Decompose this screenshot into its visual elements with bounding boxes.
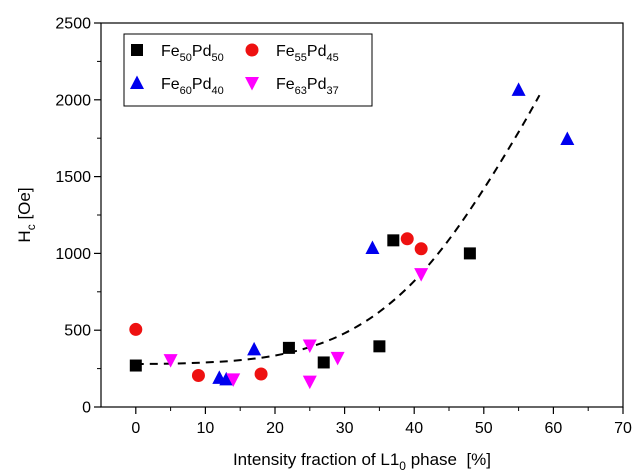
data-point-series-4	[302, 339, 317, 354]
y-tick-label: 2500	[55, 16, 91, 33]
data-point-series-1	[317, 356, 330, 369]
legend: Fe50Pd50 Fe55Pd45 Fe60Pd40 Fe63Pd37	[123, 33, 373, 107]
y-tick-label: 0	[82, 400, 91, 417]
legend-label: Fe50Pd50	[161, 43, 224, 64]
x-tick-label: 20	[266, 420, 284, 437]
data-point-series-1	[373, 340, 386, 353]
x-tick-label: 50	[475, 420, 493, 437]
data-point-series-4	[414, 268, 429, 282]
y-tick-label: 2000	[55, 92, 91, 109]
y-tick-label: 1500	[55, 169, 91, 186]
legend-marker	[131, 44, 143, 56]
legend-marker	[130, 75, 144, 89]
y-tick-label: 1000	[55, 246, 91, 263]
data-point-series-2	[414, 242, 428, 256]
fit-curve	[135, 94, 541, 365]
data-point-series-1	[463, 247, 476, 260]
data-point-series-4	[330, 351, 345, 366]
axis-tick-labels: 0 10 20 30 40 50 60 70 0 500 1000 1500 2000 2500	[55, 16, 632, 438]
data-point-series-1	[129, 359, 142, 372]
data-markers	[129, 82, 575, 390]
data-point-series-3	[511, 82, 526, 96]
x-tick-label: 0	[131, 420, 140, 437]
x-tick-label: 10	[197, 420, 215, 437]
legend-marker	[245, 77, 259, 91]
data-point-series-2	[400, 232, 414, 246]
y-tick-label: 500	[64, 323, 91, 340]
data-point-series-3	[247, 341, 262, 356]
x-axis-title: Intensity fraction of L10 phase [%]	[233, 450, 491, 473]
data-point-series-2	[129, 322, 143, 336]
x-tick-label: 30	[336, 420, 354, 437]
data-point-series-1	[387, 234, 400, 247]
y-axis-title: Hc [Oe]	[15, 187, 38, 242]
data-point-series-3	[365, 240, 380, 255]
data-point-series-1	[282, 341, 295, 354]
legend-marker	[245, 43, 259, 57]
data-point-series-2	[254, 367, 268, 381]
data-point-series-4	[302, 375, 317, 390]
data-point-series-3	[560, 131, 575, 145]
data-point-series-4	[226, 373, 241, 387]
data-point-series-4	[163, 354, 178, 368]
data-point-series-3	[219, 371, 234, 386]
data-point-series-2	[191, 369, 205, 383]
x-tick-label: 40	[405, 420, 423, 437]
x-tick-label: 70	[614, 420, 632, 437]
legend-items: Fe50Pd50 Fe55Pd45 Fe60Pd40 Fe63Pd37	[130, 43, 339, 97]
axis-ticks	[94, 22, 624, 414]
x-tick-label: 60	[545, 420, 563, 437]
legend-label: Fe63Pd37	[276, 76, 339, 97]
legend-label: Fe55Pd45	[276, 43, 339, 64]
legend-label: Fe60Pd40	[161, 76, 224, 97]
